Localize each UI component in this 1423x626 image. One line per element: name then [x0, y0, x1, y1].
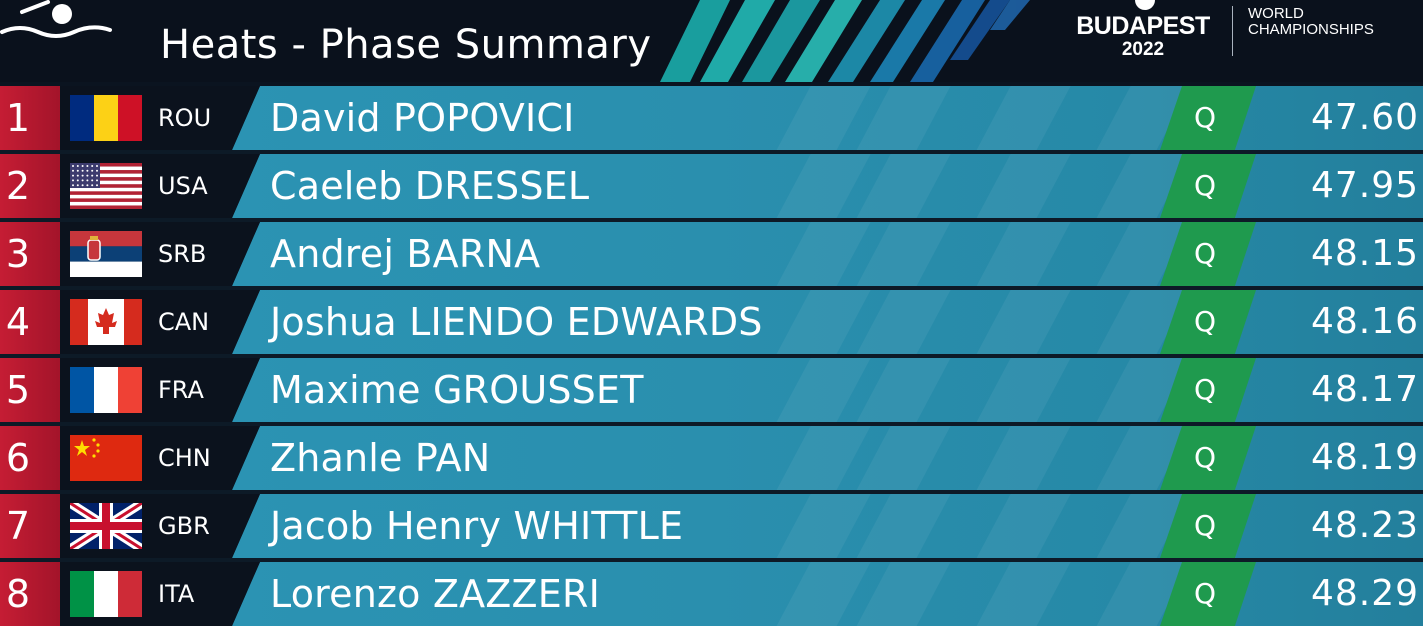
- result-row-8: 8 ITA Lorenzo ZAZZERI Q 48.29: [0, 562, 1423, 626]
- rank-box: [0, 154, 60, 218]
- qualified-badge: Q: [1193, 373, 1217, 406]
- athlete-name: Maxime GROUSSET: [270, 368, 644, 412]
- rank-number: 4: [5, 300, 31, 344]
- romania-flag-icon: [70, 95, 142, 141]
- finish-time: 48.16: [1310, 301, 1419, 342]
- logo-city: BUDAPEST: [1076, 12, 1210, 40]
- france-flag-icon: [70, 367, 142, 413]
- logo-divider: [1232, 6, 1233, 56]
- rank-number: 6: [5, 436, 31, 480]
- finish-time: 48.29: [1310, 573, 1419, 614]
- qualified-badge: Q: [1193, 441, 1217, 474]
- qualified-badge: Q: [1193, 169, 1217, 202]
- logo-text-line1: WORLD: [1248, 5, 1304, 22]
- swimmer-icon: [0, 0, 112, 38]
- qualified-badge: Q: [1193, 237, 1217, 270]
- rank-box: [0, 562, 60, 626]
- row-separator: [0, 286, 1423, 290]
- rank-number: 8: [5, 572, 31, 616]
- qualified-badge: Q: [1193, 577, 1217, 610]
- usa-flag-icon: [70, 163, 142, 209]
- athlete-name: Zhanle PAN: [270, 436, 491, 480]
- page-title: Heats - Phase Summary: [160, 22, 652, 68]
- header-decoration: [0, 0, 1155, 82]
- logo-mark-icon: [1135, 0, 1155, 10]
- rank-number: 7: [5, 504, 31, 548]
- country-code: ITA: [158, 580, 195, 608]
- finish-time: 47.95: [1310, 165, 1419, 206]
- results-list: 1 ROU David POPOVICI Q 47.60 2 USA Caele…: [0, 86, 1423, 626]
- rank-number: 5: [5, 368, 31, 412]
- serbia-flag-icon: [70, 231, 142, 277]
- finish-time: 47.60: [1310, 97, 1419, 138]
- result-row-1: 1 ROU David POPOVICI Q 47.60: [0, 86, 1423, 150]
- qualified-badge: Q: [1193, 305, 1217, 338]
- country-code: ROU: [158, 104, 212, 132]
- country-code: SRB: [158, 240, 207, 268]
- finish-time: 48.19: [1310, 437, 1419, 478]
- canada-flag-icon: [70, 299, 142, 345]
- logo-text-line2: CHAMPIONSHIPS: [1248, 21, 1374, 38]
- rank-box: [0, 426, 60, 490]
- result-row-7: 7 GBR Jacob Henry WHITTLE Q 48.23: [0, 494, 1423, 558]
- qualified-badge: Q: [1193, 101, 1217, 134]
- country-code: GBR: [158, 512, 210, 540]
- rank-box: [0, 86, 60, 150]
- row-separator: [0, 354, 1423, 358]
- rank-box: [0, 358, 60, 422]
- result-row-2: 2 USA Caeleb DRESSEL Q 47.95: [0, 154, 1423, 218]
- country-code: USA: [158, 172, 208, 200]
- athlete-name: Lorenzo ZAZZERI: [270, 572, 600, 616]
- athlete-name: Joshua LIENDO EDWARDS: [270, 300, 763, 344]
- athlete-name: Andrej BARNA: [270, 232, 541, 276]
- row-separator: [0, 490, 1423, 494]
- country-code: CAN: [158, 308, 210, 336]
- athlete-name: David POPOVICI: [270, 96, 575, 140]
- rank-box: [0, 222, 60, 286]
- rank-number: 2: [5, 164, 31, 208]
- athlete-name: Caeleb DRESSEL: [270, 164, 590, 208]
- country-code: FRA: [158, 376, 204, 404]
- rank-box: [0, 494, 60, 558]
- result-row-4: 4 CAN Joshua LIENDO EDWARDS Q 48.16: [0, 290, 1423, 354]
- row-separator: [0, 558, 1423, 562]
- finish-time: 48.15: [1310, 233, 1419, 274]
- italy-flag-icon: [70, 571, 142, 617]
- china-flag-icon: [70, 435, 142, 481]
- header-bar: Heats - Phase Summary BUDAPEST 2022 WORL…: [0, 0, 1423, 82]
- logo-year: 2022: [1121, 39, 1165, 60]
- uk-flag-icon: [70, 503, 142, 549]
- brush-stroke-art: [660, 0, 1030, 82]
- athlete-name: Jacob Henry WHITTLE: [270, 504, 684, 548]
- rank-number: 3: [5, 232, 31, 276]
- result-row-6: 6 CHN Zhanle PAN Q 48.19: [0, 426, 1423, 490]
- result-row-3: 3 SRB Andrej BARNA Q 48.15: [0, 222, 1423, 286]
- finish-time: 48.23: [1310, 505, 1419, 546]
- rank-box: [0, 290, 60, 354]
- row-separator: [0, 218, 1423, 222]
- result-row-5: 5 FRA Maxime GROUSSET Q 48.17: [0, 358, 1423, 422]
- row-separator: [0, 422, 1423, 426]
- row-separator: [0, 150, 1423, 154]
- finish-time: 48.17: [1310, 369, 1419, 410]
- rank-number: 1: [5, 96, 31, 140]
- country-code: CHN: [158, 444, 211, 472]
- qualified-badge: Q: [1193, 509, 1217, 542]
